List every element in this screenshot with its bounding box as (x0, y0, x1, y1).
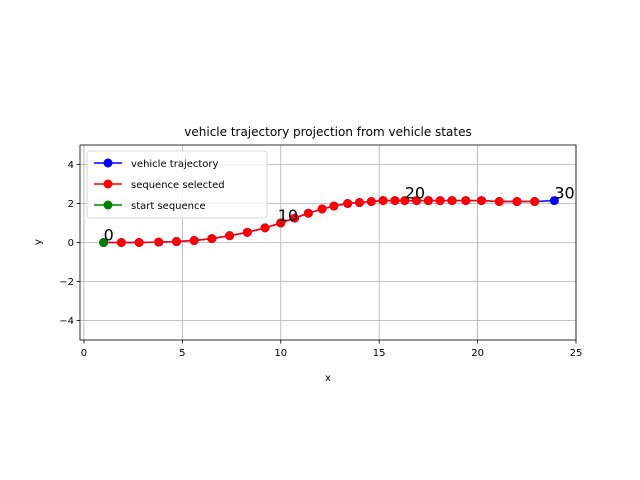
y-tick-label: 0 (68, 238, 74, 249)
y-axis-label: y (33, 239, 44, 245)
point-annotation: 0 (104, 226, 114, 245)
x-tick-label: 5 (179, 348, 185, 359)
data-point-sequence-selected (512, 197, 522, 207)
y-tick-label: −4 (59, 316, 74, 327)
legend-label: start sequence (131, 201, 206, 212)
x-tick-label: 15 (373, 348, 386, 359)
data-point-sequence-selected (189, 236, 199, 246)
data-point-sequence-selected (400, 196, 410, 206)
data-point-sequence-selected (494, 197, 504, 207)
x-tick-label: 20 (471, 348, 484, 359)
data-point-sequence-selected (225, 231, 235, 241)
data-point-sequence-selected (154, 237, 164, 247)
point-annotation: 20 (405, 184, 425, 203)
data-point-sequence-selected (354, 198, 364, 208)
legend-marker (103, 179, 113, 189)
legend-box (86, 150, 268, 219)
data-point-sequence-selected (260, 223, 270, 233)
x-tick-label: 10 (274, 348, 287, 359)
x-tick-label: 0 (81, 348, 87, 359)
data-point-sequence-selected (171, 237, 181, 247)
legend-label: sequence selected (131, 180, 225, 191)
y-tick-label: 2 (68, 199, 74, 210)
data-point-sequence-selected (378, 196, 388, 206)
legend-entry: sequence selected (94, 179, 225, 191)
data-point-sequence-selected (134, 238, 144, 247)
point-annotation: 30 (554, 184, 574, 203)
data-point-sequence-selected (116, 238, 126, 247)
legend-marker (103, 200, 113, 210)
data-point-sequence-selected (390, 196, 400, 206)
data-point-sequence-selected (435, 196, 445, 206)
data-point-sequence-selected (447, 196, 457, 206)
data-point-sequence-selected (366, 197, 376, 207)
data-point-sequence-selected (423, 196, 433, 206)
x-axis-label: x (325, 373, 331, 384)
chart-title: vehicle trajectory projection from vehic… (184, 125, 471, 139)
data-point-sequence-selected (242, 227, 252, 237)
data-point-sequence-selected (329, 201, 339, 211)
series-sequence-selected (99, 196, 540, 247)
data-point-sequence-selected (303, 208, 313, 218)
data-point-sequence-selected (343, 199, 353, 208)
data-point-sequence-selected (207, 234, 217, 244)
data-point-start-sequence (99, 238, 109, 247)
y-tick-label: −2 (59, 277, 74, 288)
data-point-sequence-selected (317, 204, 327, 214)
data-point-sequence-selected (276, 218, 286, 228)
y-tick-label: 4 (68, 160, 74, 171)
x-tick-label: 25 (570, 348, 583, 359)
data-point-sequence-selected (290, 213, 300, 223)
point-annotation: 10 (278, 206, 298, 225)
legend-entry: start sequence (94, 200, 206, 212)
data-point-sequence-selected (461, 196, 471, 206)
data-point-sequence-selected (412, 196, 422, 206)
point-annotations: 0 10 20 30 (104, 184, 575, 245)
legend-label: vehicle trajectory (131, 159, 219, 170)
data-point-sequence-selected (530, 197, 540, 207)
data-point-vehicle-trajectory (549, 196, 559, 206)
legend-marker (103, 158, 113, 168)
plot-data (99, 196, 559, 247)
legend-entry: vehicle trajectory (94, 158, 219, 170)
legend: vehicle trajectory sequence selected start… (86, 150, 268, 219)
data-point-sequence-selected (477, 196, 487, 206)
axis-ticks: 0 5 10 15 20 25 −4 −2 0 2 4 (59, 160, 582, 359)
series-start-sequence (99, 238, 109, 247)
